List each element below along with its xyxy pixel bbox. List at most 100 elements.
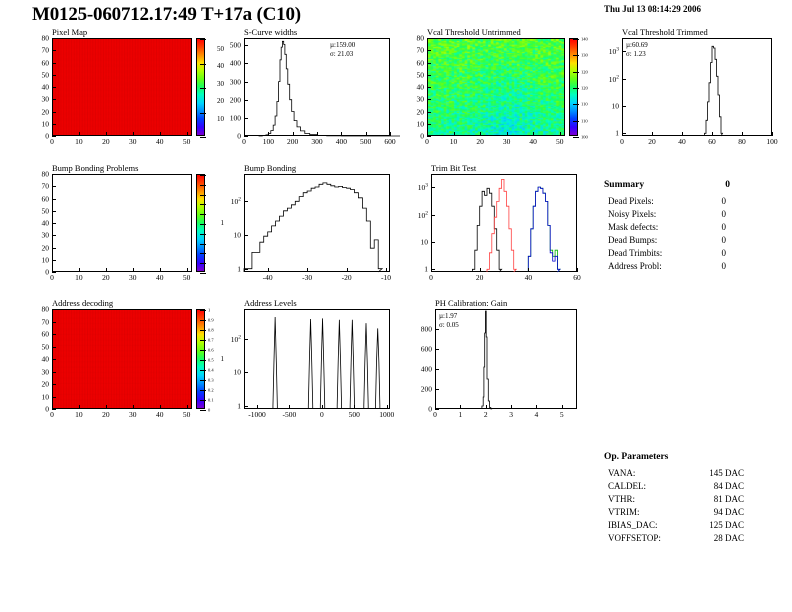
x-axis-tick-label: 50 (182, 137, 191, 146)
axis-tick (341, 132, 343, 136)
address-levels-plot-frame[interactable] (244, 309, 390, 409)
colorbar-tick-label: 0.1 (208, 397, 214, 403)
colorbar-tick (573, 55, 579, 57)
panel-address-decoding[interactable]: Address decoding 0 10 20 30 40 50 0 10 20 30 40 50 60… (30, 297, 225, 427)
x-axis-tick-label: 30 (129, 273, 137, 282)
axis-tick (52, 268, 53, 272)
y-axis-tick-label: 60 (416, 58, 425, 67)
colorbar-tick (200, 320, 206, 321)
x-axis-tick-label: 0 (620, 137, 624, 146)
y-axis-tick-label: 10 (233, 230, 242, 240)
axis-tick (186, 132, 188, 136)
x-axis-tick-label: 1000 (379, 410, 395, 419)
axis-tick (52, 123, 56, 125)
colorbar-tick (573, 104, 579, 106)
axis-tick (159, 405, 161, 409)
panel-vcal-threshold-trimmed[interactable]: Vcal Threshold Trimmed 0 20 40 60 80 100 1 10 102… (596, 27, 782, 154)
vcal-untrimmed-heatmap[interactable] (428, 39, 564, 135)
y-axis-tick-label: 30 (41, 94, 50, 104)
axis-tick (289, 405, 291, 409)
x-axis-tick-label: 0 (425, 137, 429, 146)
axis-tick (453, 132, 455, 136)
axis-tick (577, 268, 578, 272)
axis-tick (78, 405, 80, 409)
summary-row: Noisy Pixels: 0 (604, 209, 784, 222)
colorbar-tick-label: 130 (581, 52, 588, 58)
vcal-trimmed-plot-frame[interactable] (622, 38, 772, 136)
axis-tick (52, 210, 56, 212)
axis-tick (52, 132, 53, 136)
y-axis-tick-label: 70 (41, 317, 50, 326)
op-parameters-heading: Op. Parameters (604, 452, 669, 462)
x-axis-tick-label: 20 (475, 273, 484, 282)
panel-ph-calibration-pedestal[interactable] (596, 297, 786, 427)
axis-tick (52, 198, 56, 200)
axis-tick (52, 259, 56, 261)
colorbar-scale-label: 50 (217, 44, 224, 53)
axis-tick (52, 174, 56, 175)
y-axis-tick-label: 10 (41, 255, 50, 265)
axis-tick (52, 74, 56, 76)
axis-tick (435, 329, 439, 330)
axis-tick (52, 384, 56, 385)
axis-tick (386, 405, 388, 409)
scurve-title: S-Curve widths (244, 27, 298, 37)
panel-address-levels[interactable]: Address Levels -1000 -500 0 500 1000 1 10 102 (218, 297, 400, 427)
pixel-map-heatmap[interactable] (53, 39, 191, 135)
stat-mean: µ:1.97 (439, 312, 458, 320)
axis-tick (244, 81, 248, 83)
axis-tick (244, 268, 248, 270)
panel-ph-calibration-gain[interactable]: PH Calibration: Gain 0 1 2 3 4 5 0 200 400 600 800 µ… (405, 297, 591, 427)
x-axis-tick-label: 10 (75, 137, 83, 146)
colorbar-tick (200, 390, 206, 391)
axis-tick (682, 132, 683, 136)
x-axis-tick-label: 50 (182, 273, 191, 282)
axis-tick (52, 309, 56, 310)
address-decoding-heatmap[interactable] (53, 310, 191, 408)
op-parameters-block: Op. Parameters VANA: 145 DAC CALDEL: 84 DAC… (604, 452, 792, 546)
y-axis-tick-label: 30 (416, 94, 425, 104)
axis-tick (479, 268, 481, 272)
x-axis-tick-label: 40 (524, 273, 533, 282)
stat-mean: µ:60.69 (626, 41, 648, 49)
colorbar-tick-label: 0.2 (208, 387, 214, 393)
panel-bump-bonding[interactable]: Bump Bonding -40 -30 -20 -10 1 10 102 (218, 163, 400, 290)
panel-trim-bit-test[interactable]: Trim Bit Test 0 20 40 60 1 10 102 103 (405, 163, 591, 290)
panel-pixel-map[interactable]: Pixel Map 0 10 20 30 40 50 0 10 20 30 40 50 60 70 80 10 2… (30, 27, 225, 154)
colorbar-tick (200, 410, 206, 411)
panel-scurve-widths[interactable]: S-Curve widths 0 100 200 300 400 500 600 0 100 200… (218, 27, 400, 154)
address-levels-title: Address Levels (244, 298, 297, 308)
address-decoding-colorbar: 0 0.1 0.2 0.3 0.4 0.5 0.6 0.7 0.8 0.9 1 (196, 308, 214, 413)
ph-gain-plot-frame[interactable] (435, 309, 577, 409)
op-parameter-label: CALDEL: (608, 481, 646, 491)
axis-tick (533, 132, 535, 136)
y-axis-tick-label: 102 (230, 195, 241, 206)
summary-label: Address Probl: (608, 261, 662, 271)
y-axis-tick-label: 10 (233, 367, 242, 377)
axis-tick (78, 132, 80, 136)
x-axis-tick-label: 3 (509, 410, 513, 419)
y-axis-tick-label: 10 (416, 119, 425, 129)
panel-vcal-threshold-untrimmed[interactable]: Vcal Threshold Untrimmed 0 10 20 30 40 50 0 10 20… (405, 27, 591, 154)
y-axis-tick-label: 40 (41, 354, 50, 364)
vcal-trimmed-curve (704, 45, 724, 137)
axis-tick (52, 111, 56, 113)
pixel-map-title: Pixel Map (52, 27, 88, 37)
axis-tick (52, 50, 56, 52)
y-axis-tick-label: 40 (41, 218, 50, 228)
bump-problems-heatmap[interactable] (53, 175, 191, 271)
bump-bonding-plot-frame[interactable] (244, 174, 390, 272)
colorbar-tick (200, 380, 206, 381)
ph-gain-curve (480, 310, 493, 410)
axis-tick (528, 268, 530, 272)
colorbar-tick-label: 120 (581, 85, 588, 91)
x-axis-tick-label: 60 (573, 273, 581, 282)
colorbar-scale-label: 40 (217, 62, 224, 70)
x-axis-tick-label: 0 (429, 273, 433, 282)
y-axis-tick-label: 200 (420, 384, 432, 394)
axis-tick (244, 63, 248, 65)
x-axis-tick-label: 200 (287, 137, 299, 146)
panel-bump-bonding-problems[interactable]: Bump Bonding Problems 0 10 20 30 40 50 0 10 20 30 4… (30, 163, 225, 290)
axis-tick (244, 405, 248, 407)
y-axis-tick-label: 30 (41, 367, 50, 376)
